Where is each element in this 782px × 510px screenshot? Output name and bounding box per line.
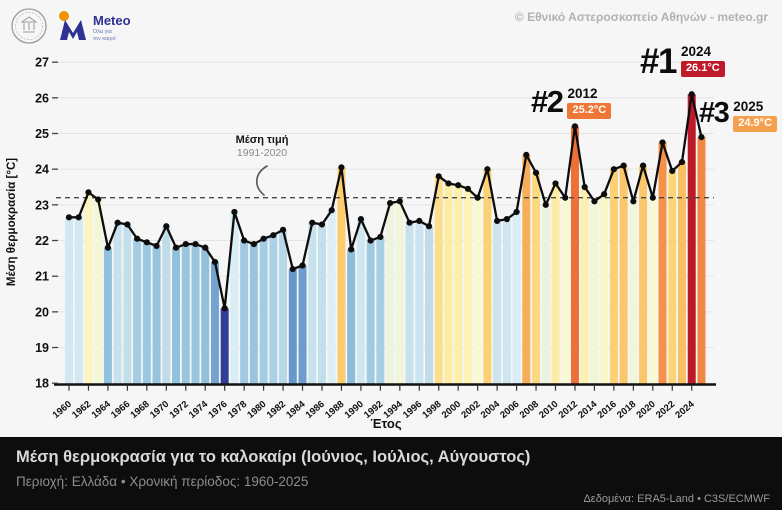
svg-text:1988: 1988 [323, 399, 346, 421]
annotation-rank-3: #3 2025 24.9°C [699, 97, 778, 132]
svg-text:1970: 1970 [148, 399, 171, 421]
svg-text:20: 20 [35, 305, 49, 319]
svg-text:2022: 2022 [654, 399, 677, 421]
annotation-rank-1: #1 2024 26.1°C [640, 42, 725, 81]
svg-text:1990: 1990 [343, 399, 366, 421]
svg-text:1974: 1974 [187, 398, 211, 420]
svg-text:2010: 2010 [537, 399, 560, 421]
svg-text:1968: 1968 [129, 399, 152, 421]
svg-text:1986: 1986 [304, 399, 327, 421]
svg-text:2020: 2020 [634, 399, 657, 421]
rank-2-value-badge: 25.2°C [567, 102, 612, 119]
svg-text:1978: 1978 [226, 399, 249, 421]
rank-2-number: #2 [531, 84, 564, 119]
mean-arrow-icon [256, 165, 268, 196]
footer: Μέση θερμοκρασία για το καλοκαίρι (Ιούνι… [0, 437, 782, 510]
svg-text:2006: 2006 [498, 399, 521, 421]
rank-1-number: #1 [640, 42, 677, 81]
svg-text:2000: 2000 [440, 399, 463, 421]
chart-canvas: 18 19 20 21 22 23 24 25 26 27 19601962196419661968… [6, 56, 716, 431]
svg-text:19: 19 [35, 341, 49, 355]
svg-text:1980: 1980 [245, 399, 268, 421]
mean-annotation: Μέση τιμή 1991-2020 [222, 134, 302, 196]
svg-text:Μέση θερμοκρασία [°C]: Μέση θερμοκρασία [°C] [6, 158, 18, 286]
svg-text:2018: 2018 [615, 399, 638, 421]
rank-3-year: 2025 [733, 99, 764, 114]
svg-text:2012: 2012 [557, 399, 580, 421]
svg-text:1984: 1984 [284, 398, 308, 420]
svg-text:25: 25 [35, 127, 49, 141]
svg-text:2024: 2024 [673, 398, 697, 420]
svg-text:Έτος: Έτος [370, 416, 401, 431]
rank-2-year: 2012 [567, 86, 598, 101]
mean-period-label: 1991-2020 [236, 146, 288, 159]
meteo-m-icon [59, 11, 86, 40]
meteo-brand-text: Meteo [93, 13, 131, 28]
rank-3-number: #3 [699, 97, 730, 129]
svg-text:26: 26 [35, 91, 49, 105]
noa-observatory-logo [11, 8, 47, 44]
rank-3-value-badge: 24.9°C [733, 115, 778, 132]
svg-text:1998: 1998 [420, 399, 443, 421]
svg-text:1966: 1966 [109, 399, 132, 421]
svg-text:1962: 1962 [70, 399, 93, 421]
svg-text:2004: 2004 [479, 398, 503, 420]
svg-text:1964: 1964 [90, 398, 114, 420]
meteo-logo: Meteo Όλα για τον καιρό [56, 8, 131, 42]
rank-1-value-badge: 26.1°C [680, 60, 725, 77]
svg-text:24: 24 [35, 163, 49, 177]
svg-text:23: 23 [35, 198, 49, 212]
svg-text:1972: 1972 [167, 399, 190, 421]
chart-area: 18 19 20 21 22 23 24 25 26 27 1960 1962 1964 1966 1968… [6, 42, 778, 431]
copyright-text: © Εθνικό Αστεροσκοπείο Αθηνών - meteo.gr [514, 10, 768, 24]
chart-title: Μέση θερμοκρασία για το καλοκαίρι (Ιούνι… [16, 448, 531, 466]
svg-text:1976: 1976 [206, 399, 229, 421]
svg-text:2008: 2008 [518, 399, 541, 421]
svg-text:2014: 2014 [576, 398, 600, 420]
rank-1-year: 2024 [680, 44, 711, 59]
data-source: Δεδομένα: ERA5-Land • C3S/ECMWF [583, 493, 770, 505]
meteo-tagline: Όλα για τον καιρό [93, 29, 116, 42]
svg-text:2002: 2002 [459, 399, 482, 421]
svg-text:27: 27 [35, 56, 49, 70]
svg-text:1960: 1960 [51, 399, 74, 421]
svg-text:21: 21 [35, 270, 49, 284]
svg-text:18: 18 [35, 377, 49, 391]
chart-subtitle: Περιοχή: Ελλάδα • Χρονική περίοδος: 1960… [16, 474, 309, 489]
header: Meteo Όλα για τον καιρό © Εθνικό Αστεροσ… [0, 0, 782, 52]
svg-text:1996: 1996 [401, 399, 424, 421]
svg-text:2016: 2016 [596, 399, 619, 421]
svg-text:22: 22 [35, 234, 49, 248]
annotation-rank-2: #2 2012 25.2°C [531, 84, 612, 119]
svg-text:1982: 1982 [265, 399, 288, 421]
mean-label: Μέση τιμή [235, 134, 289, 146]
